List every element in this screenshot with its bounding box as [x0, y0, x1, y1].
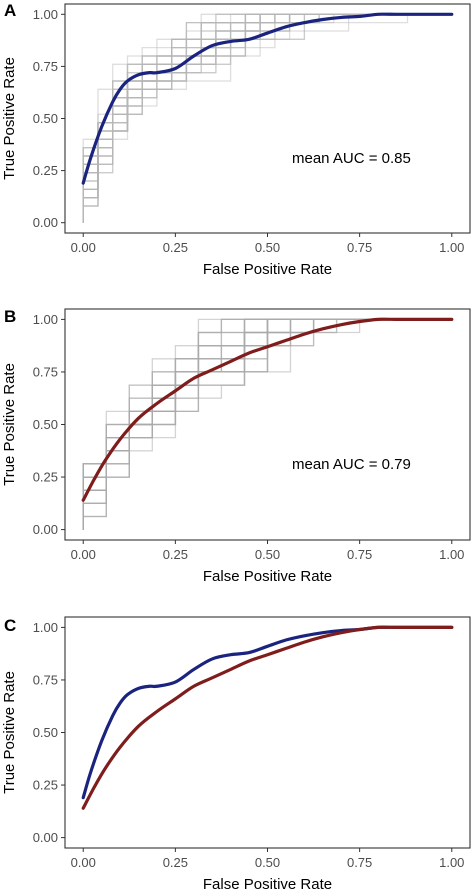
y-tick-label: 1.00	[33, 7, 58, 22]
y-tick-label: 0.25	[33, 163, 58, 178]
fold-roc-curve	[82, 13, 452, 223]
fold-roc-curve	[82, 13, 452, 223]
y-tick-label: 0.00	[33, 522, 58, 537]
y-tick-label: 0.00	[33, 830, 58, 845]
mean-auc-label: mean AUC = 0.85	[292, 150, 411, 167]
x-axis-title: False Positive Rate	[203, 261, 332, 278]
fold-roc-curve	[82, 13, 452, 223]
mean-auc-label: mean AUC = 0.79	[292, 456, 411, 473]
fold-roc-curve	[82, 13, 452, 223]
x-tick-label: 0.25	[163, 240, 188, 255]
fold-roc-curve	[82, 318, 452, 530]
fold-roc-curve	[82, 13, 452, 223]
y-tick-label: 0.25	[33, 778, 58, 793]
fold-roc-curve	[82, 13, 452, 223]
y-tick-label: 0.50	[33, 725, 58, 740]
x-tick-label: 1.00	[439, 855, 464, 870]
fold-roc-curve	[82, 13, 452, 223]
fold-roc-curve	[82, 13, 452, 223]
panel-letter: A	[4, 1, 16, 20]
x-tick-label: 1.00	[439, 240, 464, 255]
fold-roc-curve	[82, 13, 452, 223]
fold-roc-curve	[82, 13, 452, 223]
fold-roc-curve	[82, 13, 452, 223]
fold-curves	[82, 13, 452, 223]
fold-roc-curve	[82, 13, 452, 223]
panel-letter: B	[4, 307, 16, 326]
fold-roc-curve	[82, 13, 452, 223]
y-axis-title: True Positive Rate	[1, 57, 18, 180]
fold-roc-curve	[82, 13, 452, 223]
fold-roc-curve	[82, 13, 452, 223]
x-tick-label: 0.00	[71, 855, 96, 870]
fold-roc-curve	[82, 13, 452, 223]
y-tick-label: 0.50	[33, 111, 58, 126]
y-tick-label: 0.00	[33, 215, 58, 230]
fold-roc-curve	[82, 13, 452, 223]
fold-curves	[82, 318, 452, 530]
x-tick-label: 0.75	[347, 855, 372, 870]
panel-c: C 0.00 0.00 0.25 0.25 0.50 0.50 0.75 0.75 1.00 1.0…	[1, 616, 471, 893]
panel-letter: C	[4, 616, 16, 635]
fold-roc-curve	[82, 13, 452, 223]
fold-roc-curve	[82, 13, 452, 223]
y-tick-label: 0.75	[33, 672, 58, 687]
fold-roc-curve	[82, 13, 452, 223]
fold-roc-curve	[82, 13, 452, 223]
y-axis-title: True Positive Rate	[1, 363, 18, 486]
x-axis-title: False Positive Rate	[203, 876, 332, 893]
panel-b: B 0.00 0.00 0.25 0.25 0.50 0.50 0.75 0.75 1.00 1.0…	[1, 307, 471, 585]
x-tick-label: 0.75	[347, 240, 372, 255]
x-tick-label: 0.50	[255, 240, 280, 255]
fold-roc-curve	[82, 13, 452, 223]
x-tick-label: 0.50	[255, 547, 280, 562]
y-tick-label: 0.50	[33, 417, 58, 432]
fold-roc-curve	[82, 13, 452, 223]
fold-roc-curve	[82, 13, 452, 223]
mean-roc-curve-1	[81, 625, 454, 800]
fold-roc-curve	[82, 13, 452, 223]
y-tick-label: 0.75	[33, 59, 58, 74]
y-axis-title: True Positive Rate	[1, 671, 18, 794]
mean-roc-curve-2	[81, 625, 454, 810]
fold-roc-curve	[82, 13, 452, 223]
fold-roc-curve	[82, 13, 452, 223]
panel-a: A 0.00 0.00 0.25 0.25 0.50 0.50 0.75 0.75 1.00 1.0…	[1, 1, 471, 278]
x-tick-label: 0.50	[255, 855, 280, 870]
y-tick-label: 0.75	[33, 364, 58, 379]
mean-roc-curve-1	[81, 317, 454, 502]
fold-roc-curve	[82, 13, 452, 223]
fold-roc-curve	[82, 13, 452, 223]
fold-roc-curve	[82, 13, 452, 223]
fold-roc-curve	[82, 13, 452, 223]
fold-roc-curve	[82, 13, 452, 223]
y-tick-label: 1.00	[33, 620, 58, 635]
y-tick-label: 0.25	[33, 470, 58, 485]
plot-border	[64, 3, 471, 234]
fold-roc-curve	[82, 13, 452, 223]
plot-border	[64, 616, 471, 849]
x-tick-label: 0.00	[71, 240, 96, 255]
fold-roc-curve	[82, 13, 452, 223]
x-tick-label: 0.75	[347, 547, 372, 562]
x-tick-label: 1.00	[439, 547, 464, 562]
y-tick-label: 1.00	[33, 312, 58, 327]
fold-roc-curve	[82, 13, 452, 223]
x-tick-label: 0.25	[163, 855, 188, 870]
fold-roc-curve	[82, 13, 452, 223]
mean-roc-curve-1	[81, 12, 454, 185]
fold-roc-curve	[82, 13, 452, 223]
fold-roc-curve	[82, 13, 452, 223]
fold-roc-curve	[82, 13, 452, 223]
fold-roc-curve	[82, 13, 452, 223]
x-tick-label: 0.25	[163, 547, 188, 562]
x-axis-title: False Positive Rate	[203, 568, 332, 585]
x-tick-label: 0.00	[71, 547, 96, 562]
